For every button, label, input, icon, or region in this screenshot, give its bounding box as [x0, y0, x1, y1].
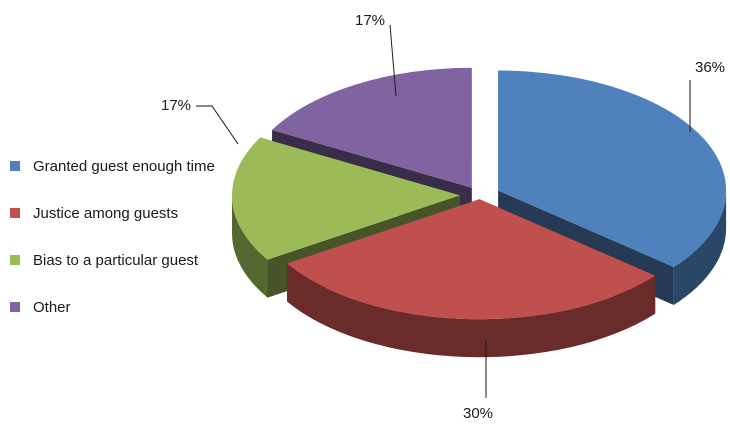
legend-label-1: Justice among guests — [33, 205, 178, 222]
legend-label-0: Granted guest enough time — [33, 158, 215, 175]
slice-1 — [286, 199, 656, 358]
slice-top-2 — [232, 137, 461, 260]
data-label-2: 17% — [161, 97, 191, 114]
data-labels: 36% 30% 17% 17% — [161, 12, 725, 422]
legend: Granted guest enough time Justice among g… — [10, 158, 215, 316]
legend-swatch-3 — [10, 302, 20, 312]
legend-swatch-0 — [10, 161, 20, 171]
leader-lines — [196, 24, 691, 398]
legend-swatch-1 — [10, 208, 20, 218]
leader-line-3 — [389, 24, 397, 97]
slice-top-3 — [272, 67, 472, 188]
legend-label-3: Other — [33, 299, 71, 316]
data-label-0: 36% — [695, 59, 725, 76]
slice-side-2-0 — [232, 195, 268, 298]
slice-side-1-0 — [286, 263, 656, 358]
data-label-3: 17% — [355, 12, 385, 29]
slice-side-0-0 — [673, 190, 727, 306]
slice-top-0 — [498, 70, 727, 268]
legend-label-2: Bias to a particular guest — [33, 252, 199, 269]
data-label-1: 30% — [463, 405, 493, 422]
legend-swatch-2 — [10, 255, 20, 265]
slices-layer — [232, 67, 727, 358]
slice-top-1 — [286, 199, 656, 320]
leader-line-2 — [196, 105, 239, 145]
